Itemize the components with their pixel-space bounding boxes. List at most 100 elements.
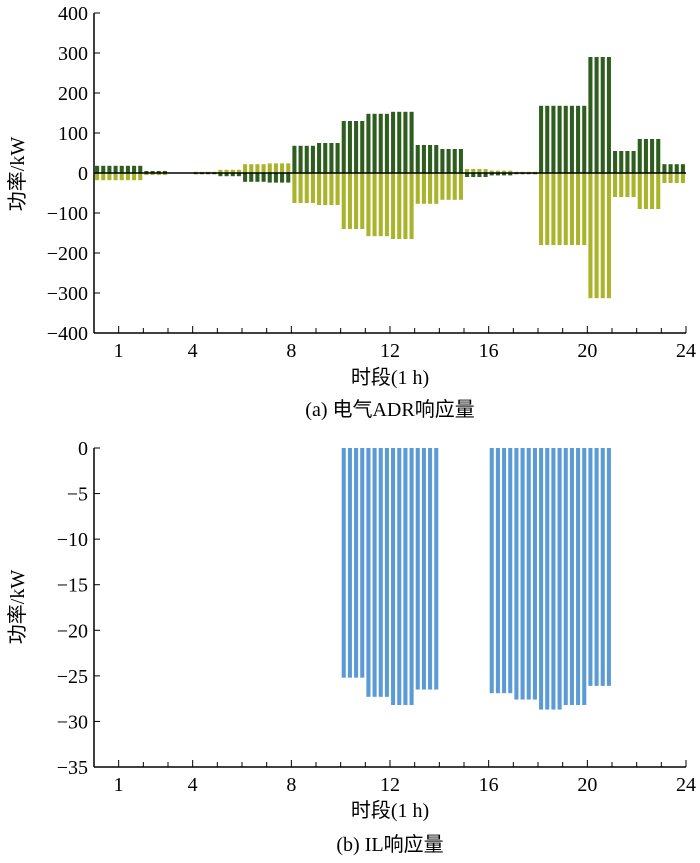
chart-a-caption: (a) 电气ADR响应量 (305, 398, 474, 421)
chart-a-bar (101, 165, 106, 173)
chart-a-bar (162, 171, 167, 173)
chart-a-bar (600, 173, 605, 299)
y-tick-label: −25 (57, 666, 88, 688)
x-tick-label: 24 (676, 340, 696, 362)
chart-b-bar (434, 448, 439, 690)
x-tick-label: 20 (577, 340, 597, 362)
chart-a-bar (397, 173, 402, 239)
chart-a-bar (267, 173, 272, 183)
chart-b-bar (354, 448, 359, 678)
x-tick-label: 1 (114, 340, 124, 362)
chart-a-bar (625, 151, 630, 173)
chart-a-bar (125, 165, 130, 173)
chart-a-bar (138, 165, 143, 173)
chart-a-bar (643, 173, 648, 209)
chart-a-bar (341, 121, 346, 173)
chart-a-bar (446, 173, 451, 200)
chart-a-bar (656, 173, 661, 209)
chart-a-bar (156, 173, 161, 175)
chart-a-bar (415, 173, 420, 204)
chart-a-bar (409, 111, 414, 173)
chart-b-xlabel: 时段(1 h) (351, 799, 429, 822)
chart-a-bar (582, 105, 587, 173)
chart-a-bar (650, 139, 655, 173)
chart-b-bar (360, 448, 365, 678)
chart-a-bar (576, 105, 581, 173)
chart-a-bar (643, 139, 648, 173)
chart-a-bar (323, 173, 328, 205)
chart-a-bar (428, 173, 433, 204)
chart-b-bar (563, 448, 568, 706)
chart-a-bar (150, 171, 155, 173)
chart-a-bar (366, 113, 371, 173)
chart-a-bar (551, 173, 556, 245)
chart-b-bar (532, 448, 537, 700)
chart-a-bar (317, 173, 322, 205)
chart-a-bar (280, 163, 285, 173)
chart-a-bar (218, 173, 223, 177)
chart-b-axes: 1 4 8 12 16 20 24 −35 −30 −25 −20 −15 −10 −5 0 (57, 438, 696, 796)
chart-a-bar (440, 149, 445, 173)
chart-a-bar (631, 151, 636, 173)
chart-a-bar (249, 164, 254, 173)
chart-a-bar (483, 169, 488, 173)
chart-a-bar (230, 173, 235, 177)
chart-a-bar (576, 173, 581, 245)
chart-a-bar (594, 57, 599, 173)
chart-b-bar (415, 448, 420, 690)
y-tick-label: −35 (57, 757, 88, 779)
x-tick-label: 24 (676, 774, 696, 796)
x-tick-label: 20 (577, 774, 597, 796)
chart-a-bar (508, 170, 513, 173)
y-tick-label: −400 (47, 323, 88, 345)
chart-b-bar (341, 448, 346, 678)
chart-a-bar (372, 173, 377, 237)
chart-b-ylabel: 功率/kW (6, 570, 29, 645)
chart-a-bar (261, 164, 266, 173)
chart-a-bar (273, 163, 278, 173)
chart-a-bar (625, 173, 630, 197)
chart-a-bar (471, 173, 476, 177)
chart-a-bar (360, 121, 365, 173)
chart-a-bar (255, 173, 260, 182)
chart-a-bar (619, 151, 624, 173)
chart-a-bar (341, 173, 346, 229)
y-tick-label: −300 (47, 283, 88, 305)
chart-a-bar (304, 145, 309, 173)
chart-a-bar (551, 105, 556, 173)
chart-a-bar (502, 173, 507, 176)
chart-a-bar (452, 149, 457, 173)
chart-a-bar (249, 173, 254, 182)
chart-b-bar (502, 448, 507, 694)
chart-a-ylabel: 功率/kW (6, 137, 29, 212)
chart-a-bar (508, 173, 513, 176)
chart-a-bar (354, 173, 359, 229)
chart-a-bar (236, 169, 241, 173)
chart-b-bar (600, 448, 605, 686)
chart-a-bar (298, 145, 303, 173)
y-tick-label: 0 (78, 438, 88, 460)
chart-a-bar (569, 105, 574, 173)
chart-a-bar (656, 139, 661, 173)
chart-a-bar (292, 145, 297, 173)
chart-a-bar (613, 151, 618, 173)
chart-a-bar (255, 164, 260, 173)
x-tick-label: 16 (479, 774, 499, 796)
chart-a-bar (323, 143, 328, 173)
chart-b-bar (508, 448, 513, 694)
chart-a-bar (600, 57, 605, 173)
chart-a-bars (95, 57, 685, 299)
chart-a-bar (495, 173, 500, 176)
chart-a-bar (539, 173, 544, 245)
chart-a-bar (680, 173, 685, 183)
chart-a-bar (101, 173, 106, 181)
chart-a-bar (465, 169, 470, 173)
chart-b-bar (428, 448, 433, 690)
chart-b-bar (391, 448, 396, 706)
chart-a-bar (273, 173, 278, 183)
chart-a-bar (471, 169, 476, 173)
chart-a-bar (354, 121, 359, 173)
chart-a-bar (680, 164, 685, 173)
chart-a-bar (662, 173, 667, 183)
